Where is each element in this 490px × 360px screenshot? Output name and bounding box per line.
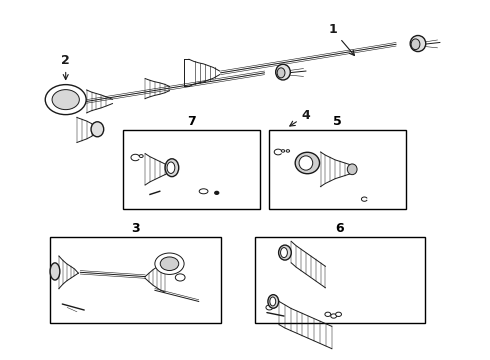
Ellipse shape [199, 189, 208, 194]
Ellipse shape [295, 152, 319, 174]
Ellipse shape [270, 297, 276, 306]
Ellipse shape [167, 162, 175, 174]
Text: 3: 3 [131, 222, 140, 235]
Circle shape [215, 192, 219, 194]
Circle shape [303, 132, 311, 138]
Ellipse shape [276, 64, 290, 80]
Circle shape [155, 253, 184, 274]
Circle shape [331, 314, 337, 318]
Circle shape [336, 312, 342, 316]
Text: 1: 1 [328, 23, 354, 55]
Ellipse shape [411, 39, 420, 50]
Ellipse shape [50, 263, 60, 280]
Bar [270, 130, 406, 208]
Circle shape [160, 257, 179, 270]
Circle shape [175, 274, 185, 281]
Bar [123, 130, 260, 208]
Ellipse shape [280, 135, 293, 143]
Text: 6: 6 [336, 222, 344, 235]
Text: 4: 4 [290, 109, 310, 126]
Ellipse shape [281, 248, 288, 258]
Bar [50, 237, 220, 323]
Text: 5: 5 [333, 114, 342, 127]
Ellipse shape [268, 295, 279, 308]
Ellipse shape [347, 164, 357, 175]
Circle shape [45, 85, 86, 114]
Ellipse shape [299, 156, 313, 170]
Ellipse shape [165, 159, 179, 177]
Circle shape [325, 312, 331, 316]
Ellipse shape [410, 36, 426, 51]
Circle shape [283, 136, 290, 142]
Ellipse shape [277, 68, 285, 78]
Circle shape [52, 90, 79, 110]
Ellipse shape [279, 245, 291, 260]
Ellipse shape [91, 122, 104, 137]
Bar [255, 237, 425, 323]
Text: 7: 7 [187, 114, 196, 127]
Text: 2: 2 [61, 54, 70, 80]
